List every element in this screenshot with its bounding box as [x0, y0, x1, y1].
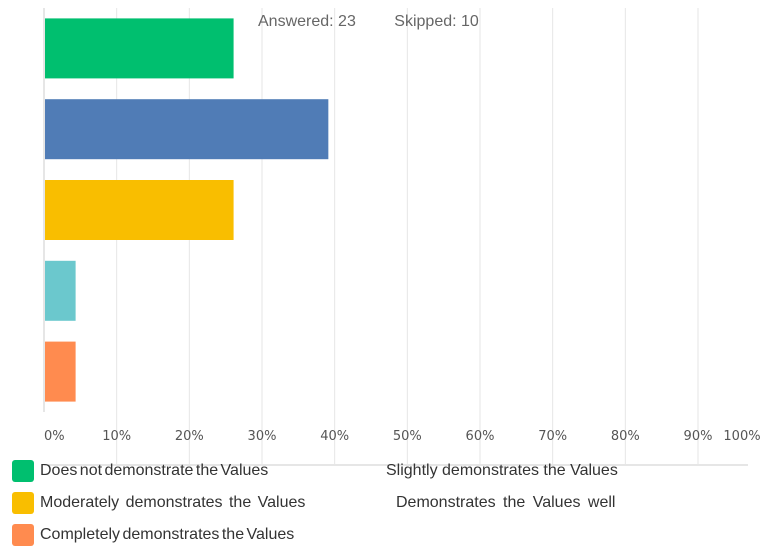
- x-tick-40: 40%: [320, 429, 349, 444]
- bar-4: [45, 260, 76, 321]
- legend-label-slightly: Slightly demonstrates the Values: [386, 462, 618, 479]
- legend-label-completely: Completely demonstrates the Values: [40, 526, 295, 543]
- x-tick-100: 100%: [723, 429, 760, 444]
- x-tick-70: 70%: [538, 429, 567, 444]
- legend-label-not-demonstrate: Does not demonstrate the Values: [40, 462, 269, 479]
- legend-label-moderately: Moderately demonstrates the Values: [40, 494, 306, 511]
- x-tick-0: 0%: [44, 429, 65, 444]
- legend-swatch-moderately: [12, 492, 34, 514]
- bar-2: [45, 99, 329, 160]
- x-tick-30: 30%: [248, 429, 277, 444]
- bar-1: [45, 18, 234, 79]
- x-tick-80: 80%: [611, 429, 640, 444]
- x-tick-20: 20%: [175, 429, 204, 444]
- legend-swatch-not-demonstrate: [12, 460, 34, 482]
- bar-5: [45, 341, 76, 402]
- answered-count: Answered: 23: [258, 13, 356, 30]
- bar-3: [45, 180, 234, 240]
- response-summary: Answered: 23 Skipped: 10: [258, 13, 479, 31]
- x-tick-10: 10%: [102, 429, 131, 444]
- x-tick-50: 50%: [393, 429, 422, 444]
- skipped-count: Skipped: 10: [394, 13, 479, 30]
- legend-swatch-completely: [12, 524, 34, 546]
- x-tick-labels: 0% 10% 20% 30% 40% 50% 60% 70% 80% 90% 100%: [44, 429, 761, 444]
- legend-label-well: Demonstrates the Values well: [396, 494, 616, 511]
- gridlines: [116, 8, 699, 464]
- x-tick-90: 90%: [684, 429, 713, 444]
- x-tick-60: 60%: [466, 429, 495, 444]
- bars: [45, 18, 329, 402]
